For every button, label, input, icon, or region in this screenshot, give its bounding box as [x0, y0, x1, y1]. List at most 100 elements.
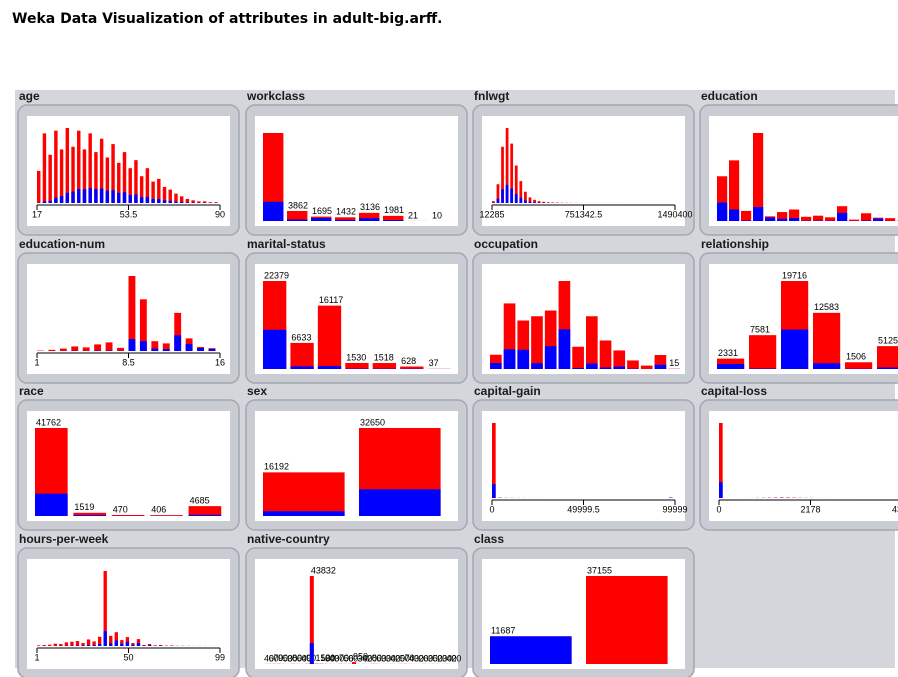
- bar-total: [317, 305, 342, 369]
- bin-total: [117, 347, 124, 351]
- bin-total: [142, 645, 146, 646]
- value-label: 43832: [311, 565, 336, 575]
- bin-high: [151, 198, 155, 203]
- bin-total: [147, 644, 152, 646]
- value-label: 60: [423, 653, 433, 663]
- panel-title: race: [19, 384, 44, 398]
- panel-title: native-country: [247, 532, 330, 546]
- x-tick-label: 90: [215, 209, 225, 219]
- bar-total: [640, 365, 653, 369]
- bar-high: [263, 329, 287, 369]
- bin-total: [208, 202, 212, 203]
- bar-total: [531, 316, 543, 369]
- bar-high: [263, 201, 284, 221]
- bin-total: [48, 644, 52, 646]
- bin-total: [162, 343, 170, 351]
- value-label: 7581: [750, 325, 770, 335]
- panel-title: class: [474, 532, 504, 546]
- bar-high: [558, 329, 571, 369]
- bar-high: [263, 511, 345, 516]
- bin-total: [37, 645, 41, 646]
- bar-total: [383, 215, 404, 221]
- panel-title: occupation: [474, 237, 538, 251]
- value-label: 150: [316, 653, 331, 663]
- bin-high: [168, 200, 172, 203]
- bar-total: [490, 354, 502, 369]
- value-label: 1981: [384, 205, 404, 215]
- bin-high: [174, 201, 178, 203]
- bin-high: [98, 644, 102, 646]
- value-label: 20: [437, 653, 447, 663]
- bin-high: [519, 197, 523, 203]
- value-label: 1432: [336, 207, 356, 217]
- bin-high: [139, 197, 144, 203]
- value-label: 406: [151, 505, 166, 515]
- bin-total: [202, 201, 207, 203]
- value-label: 32650: [360, 417, 385, 427]
- value-label: 50: [400, 653, 410, 663]
- bin-total: [131, 643, 135, 646]
- x-tick-label: 2178: [800, 504, 820, 514]
- value-label: 10: [432, 210, 442, 220]
- bar-total: [654, 355, 667, 369]
- value-label: 40: [362, 653, 372, 663]
- bar-total: [885, 218, 896, 221]
- bar-total: [150, 515, 183, 516]
- bar-high: [490, 636, 572, 664]
- bin-high: [162, 349, 170, 351]
- value-label: 30: [287, 653, 297, 663]
- bin-high: [505, 184, 509, 203]
- bar-total: [613, 350, 626, 369]
- bin-total: [134, 160, 138, 203]
- value-label: 20: [367, 653, 377, 663]
- bar-high: [503, 349, 516, 369]
- bar-total: [717, 176, 728, 221]
- bar-total: [849, 219, 860, 221]
- bar-high: [490, 363, 502, 369]
- value-label: 60: [297, 653, 307, 663]
- x-tick-label: 53.5: [120, 209, 138, 219]
- plot-area: [709, 411, 898, 521]
- bar-total: [801, 216, 812, 221]
- value-label: 30: [414, 653, 424, 663]
- bar-total: [287, 210, 308, 221]
- bar-high: [544, 346, 557, 369]
- bin-total: [77, 130, 81, 203]
- value-label: 40: [301, 653, 311, 663]
- bin-total: [64, 642, 69, 646]
- bin-total: [59, 348, 67, 351]
- bar-high: [613, 366, 626, 369]
- bin-total: [114, 632, 118, 646]
- bin-high: [179, 201, 184, 203]
- value-label: 30: [358, 653, 368, 663]
- bin-high: [125, 641, 130, 646]
- bin-total: [71, 346, 79, 351]
- bin-high: [42, 201, 47, 203]
- panel-title: fnlwgt: [474, 89, 509, 103]
- bin-total: [42, 133, 47, 203]
- bin-high: [147, 645, 152, 646]
- x-tick-label: 12285: [479, 209, 504, 219]
- bin-high: [524, 200, 527, 203]
- value-label: 6633: [291, 332, 311, 342]
- value-label: 19716: [782, 270, 807, 280]
- bin-total: [48, 349, 56, 351]
- bar-high: [586, 363, 598, 369]
- bin-high: [185, 344, 193, 351]
- plot-area: [255, 116, 458, 226]
- bar-high: [599, 367, 612, 369]
- value-label: 40: [390, 653, 400, 663]
- page-title: Weka Data Visualization of attributes in…: [12, 11, 442, 27]
- bin-total: [174, 193, 178, 203]
- bin-high: [109, 643, 113, 646]
- bin-total: [159, 645, 163, 646]
- panel-title: marital-status: [247, 237, 326, 251]
- bin-total: [59, 644, 63, 646]
- bar-high: [290, 366, 314, 369]
- bin-total: [162, 186, 167, 203]
- bar-high: [309, 643, 314, 664]
- value-label: 2331: [718, 348, 738, 358]
- bin-total: [86, 639, 91, 646]
- bar-total: [627, 360, 639, 369]
- value-label: 60: [348, 653, 358, 663]
